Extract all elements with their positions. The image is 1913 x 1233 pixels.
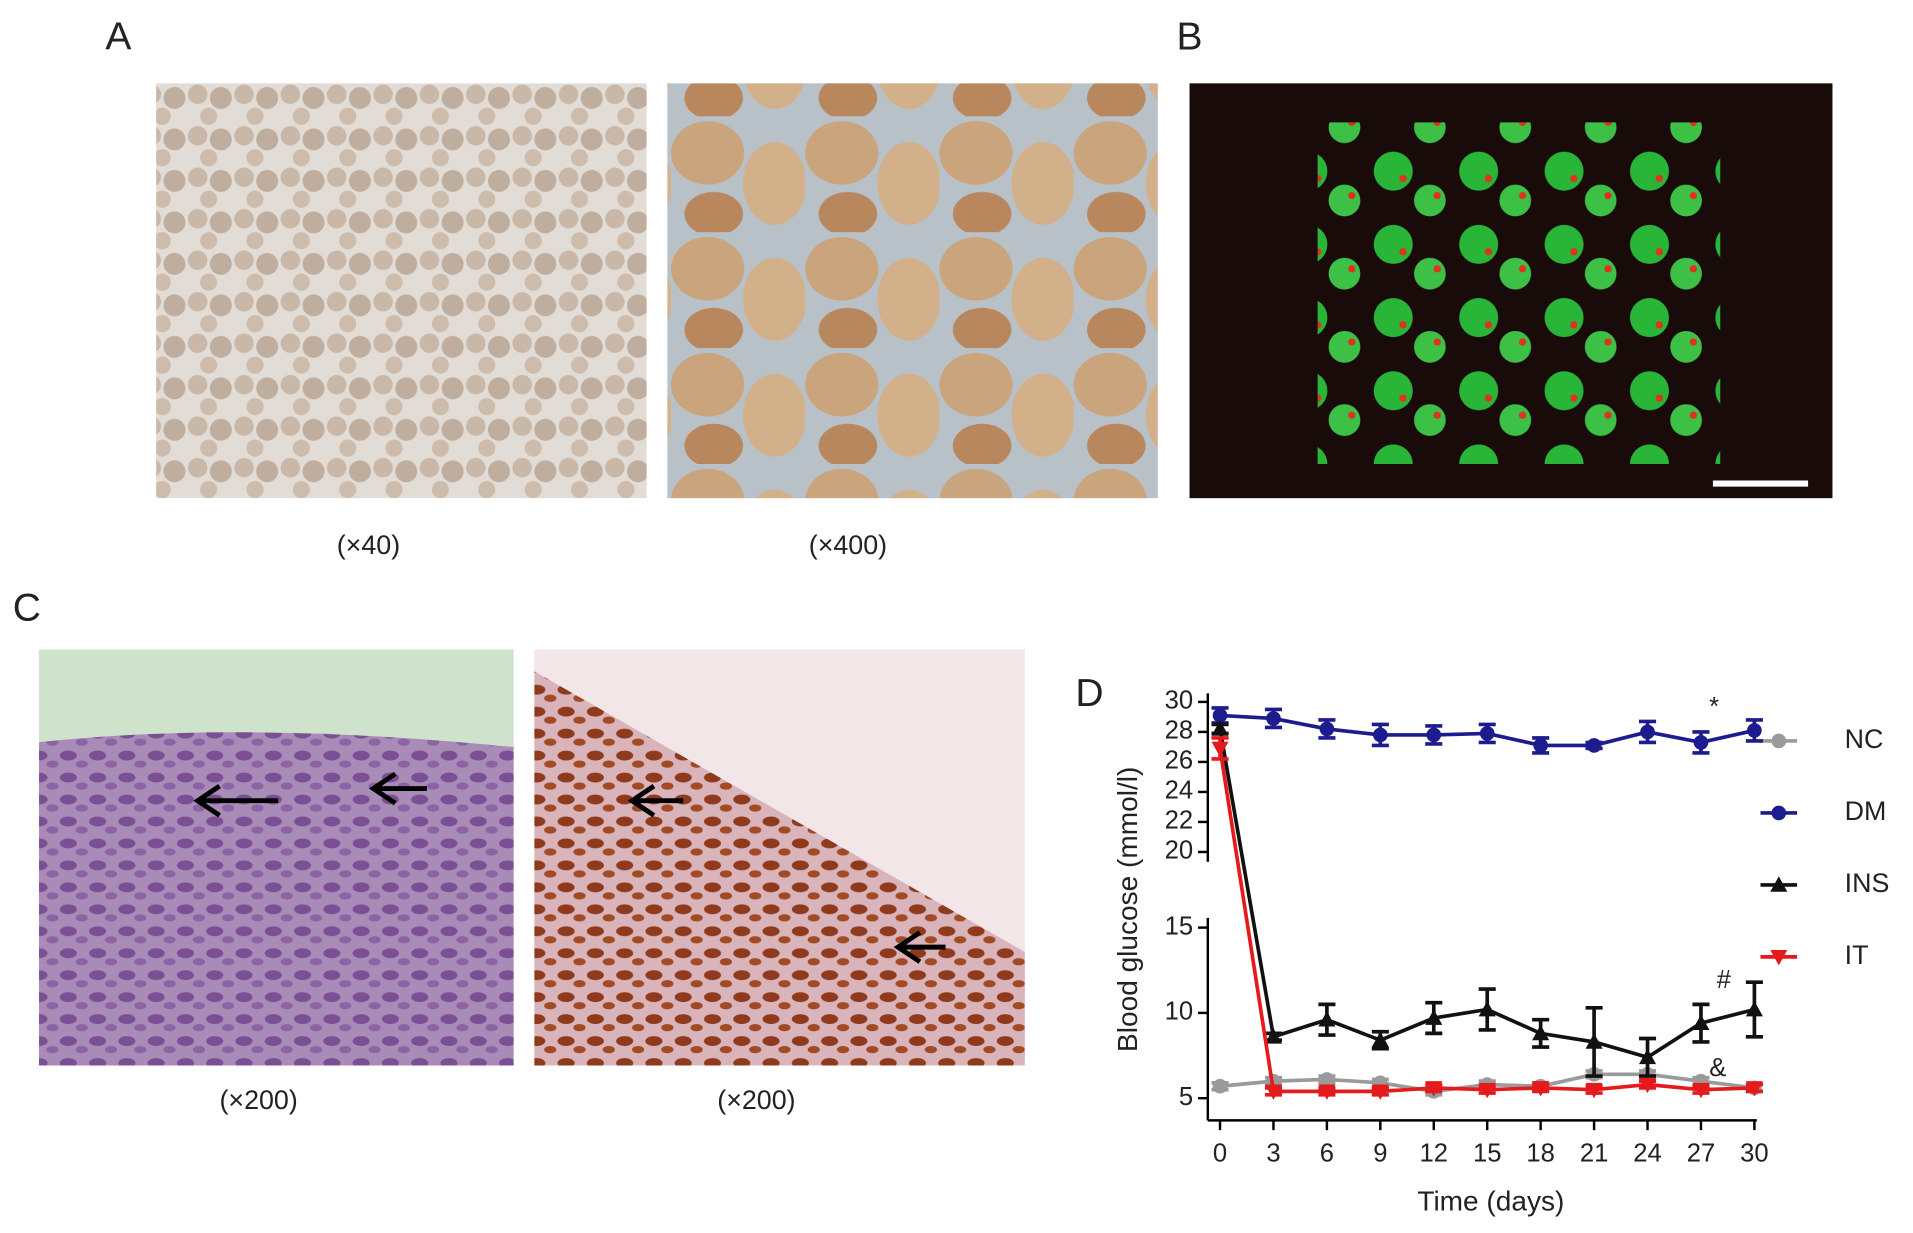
marker — [1319, 721, 1335, 737]
panel-label: D — [1075, 672, 1103, 715]
caption: (×200) — [717, 1085, 795, 1115]
marker — [1479, 726, 1495, 741]
caption: (×200) — [219, 1085, 297, 1115]
marker — [1373, 727, 1388, 743]
y-axis-title: Blood glucose (mmol/l) — [1112, 767, 1143, 1052]
marker — [1425, 1009, 1443, 1025]
y-tick-label: 15 — [1165, 912, 1194, 940]
marker — [1770, 876, 1788, 892]
marker — [1318, 1011, 1336, 1027]
x-axis-title: Time (days) — [1417, 1186, 1564, 1217]
x-tick-label: 6 — [1320, 1139, 1334, 1167]
marker — [1266, 711, 1281, 726]
marker — [1371, 1084, 1389, 1100]
legend-label: NC — [1845, 724, 1884, 754]
marker — [1478, 1082, 1496, 1099]
legend-marker — [1771, 733, 1787, 749]
arrows — [193, 771, 946, 964]
marker — [1692, 1082, 1710, 1099]
marker — [1770, 950, 1788, 966]
x-tick-label: 27 — [1687, 1139, 1716, 1167]
x-tick-label: 3 — [1266, 1139, 1280, 1167]
y-tick-label: 10 — [1165, 998, 1194, 1026]
panel-label: A — [105, 16, 131, 59]
marker — [1532, 1024, 1550, 1041]
legend-marker — [1770, 876, 1788, 892]
marker — [1638, 1048, 1657, 1065]
marker — [1638, 1077, 1657, 1094]
marker — [1693, 735, 1709, 750]
marker — [1319, 1072, 1335, 1087]
marker — [1425, 1081, 1443, 1097]
y-tick-label: 26 — [1165, 747, 1194, 775]
marker — [1586, 738, 1602, 753]
x-tick-label: 0 — [1213, 1139, 1227, 1167]
marker — [1426, 727, 1442, 743]
line-chart: Blood glucose (mmol/l) Time (days) 5 10 15… — [1112, 687, 1889, 1217]
legend-label: DM — [1845, 796, 1887, 826]
y-tick-label: 22 — [1165, 807, 1194, 835]
marker — [1211, 720, 1229, 736]
x-tick-label: 30 — [1740, 1139, 1769, 1167]
marker — [1318, 1084, 1336, 1100]
marker — [1692, 1014, 1710, 1030]
caption: (×400) — [809, 530, 887, 560]
annotation: * — [1709, 693, 1719, 721]
series — [1211, 720, 1763, 1078]
caption: (×40) — [337, 530, 400, 560]
annotation: & — [1709, 1054, 1726, 1082]
y-tick-label: 28 — [1165, 717, 1194, 745]
panel-label: C — [13, 587, 41, 630]
legend-label: INS — [1845, 868, 1890, 898]
marker — [1212, 1078, 1228, 1094]
x-tick-label: 12 — [1420, 1139, 1449, 1167]
y-tick-label: 30 — [1165, 687, 1194, 715]
marker — [1264, 1028, 1283, 1044]
marker — [1640, 724, 1655, 740]
marker — [1745, 1000, 1763, 1017]
series — [1211, 706, 1763, 755]
marker — [1533, 738, 1548, 753]
marker — [1747, 723, 1762, 738]
y-tick-label: 20 — [1165, 837, 1194, 865]
marker — [1771, 805, 1787, 821]
micrograph — [156, 83, 647, 499]
micrograph — [667, 83, 1158, 499]
legend-marker — [1770, 950, 1788, 966]
legend-label: IT — [1845, 940, 1869, 970]
marker — [1585, 1033, 1603, 1049]
x-tick-label: 18 — [1526, 1139, 1555, 1167]
marker — [1478, 1000, 1496, 1017]
fluorescence-islets — [1317, 122, 1721, 464]
marker — [1745, 1081, 1763, 1097]
marker — [1771, 733, 1787, 749]
y-tick-label: 5 — [1179, 1083, 1193, 1111]
x-tick-label: 9 — [1373, 1139, 1387, 1167]
x-tick-label: 24 — [1633, 1139, 1662, 1167]
marker — [1212, 708, 1228, 723]
x-tick-label: 21 — [1580, 1139, 1608, 1167]
legend-marker — [1771, 805, 1787, 821]
y-tick-label: 24 — [1165, 777, 1194, 805]
series — [1211, 736, 1763, 1100]
marker — [1211, 741, 1229, 757]
histology-tissue — [39, 732, 514, 1066]
annotation: # — [1717, 966, 1732, 994]
marker — [1585, 1082, 1603, 1099]
histology-tissue — [534, 671, 1025, 1066]
x-tick-label: 15 — [1473, 1139, 1502, 1167]
panel-label: B — [1177, 16, 1203, 59]
marker — [1532, 1081, 1550, 1097]
marker — [1371, 1031, 1389, 1048]
marker — [1264, 1084, 1283, 1100]
